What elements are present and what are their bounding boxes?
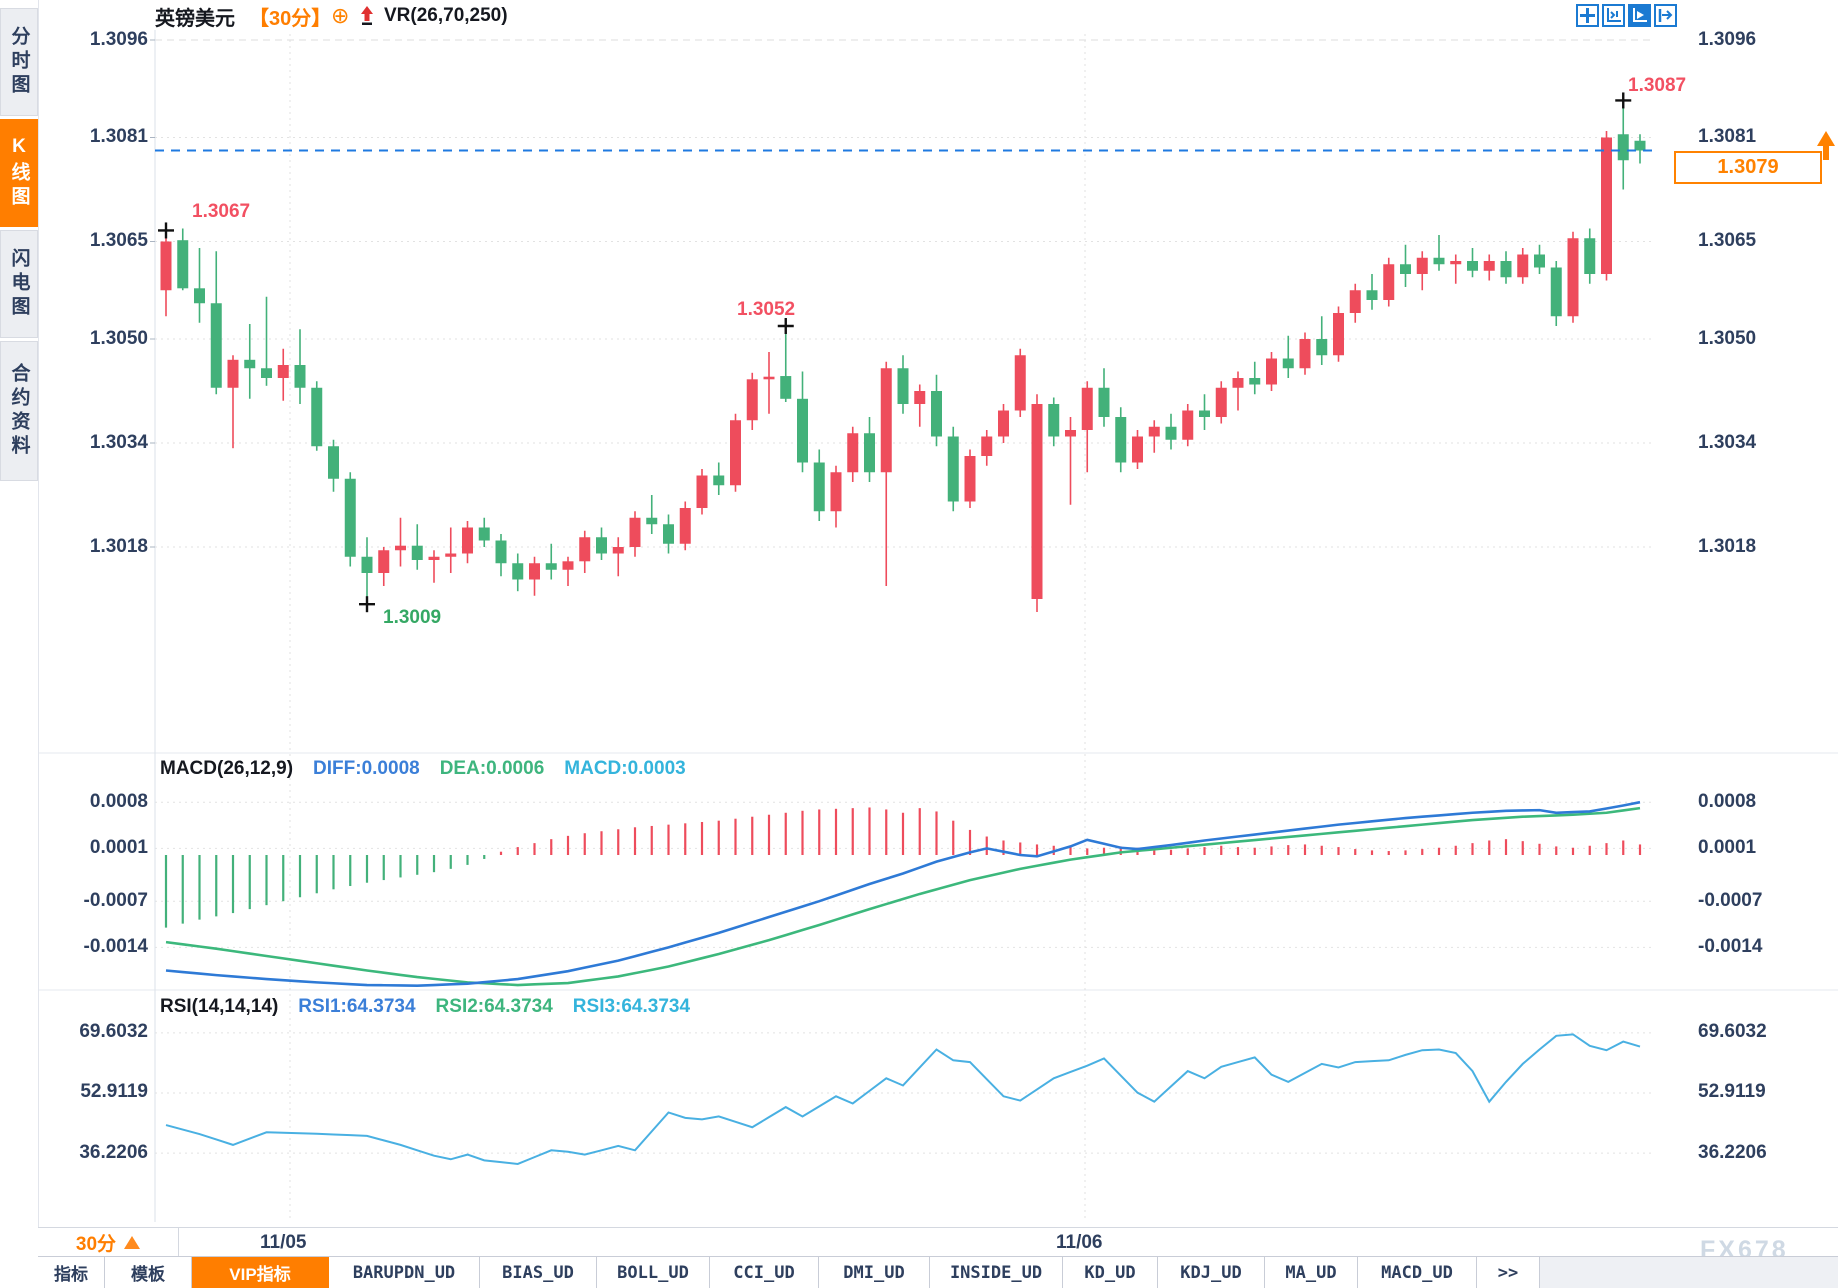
rsi1-value: RSI1:64.3734	[298, 996, 416, 1017]
sidebar-item-label: K线图	[8, 136, 30, 210]
tab-label: BIAS_UD	[502, 1262, 574, 1283]
macd-diff-value: DIFF:0.0008	[313, 758, 420, 779]
tab-label: CCI_UD	[733, 1262, 795, 1283]
tab-label: MA_UD	[1285, 1262, 1337, 1283]
tab-label: KDJ_UD	[1180, 1262, 1242, 1283]
price-tick: 1.3050	[1698, 328, 1757, 349]
tab-macd-ud[interactable]: MACD_UD	[1358, 1257, 1477, 1288]
circle-plus-icon[interactable]: ⊕	[331, 3, 350, 28]
rsi2-value: RSI2:64.3734	[435, 996, 553, 1017]
tab-label: >>	[1497, 1262, 1519, 1283]
tab-label: BARUPDN_UD	[352, 1262, 456, 1283]
price-tick: 1.3096	[89, 29, 148, 50]
macd-macd-value: MACD:0.0003	[564, 758, 686, 779]
tab-inside-ud[interactable]: INSIDE_UD	[930, 1257, 1063, 1288]
rsi-tick: 36.2206	[1698, 1142, 1767, 1163]
sidebar: 分时图 K线图 闪电图 合约资料	[0, 0, 39, 1288]
price-tick: 1.3018	[1698, 536, 1757, 557]
tab-ma-ud[interactable]: MA_UD	[1265, 1257, 1358, 1288]
x-axis-row: 30分 11/05 11/06	[38, 1227, 1838, 1257]
triangle-up-icon	[124, 1235, 141, 1249]
price-tick: 1.3096	[1698, 29, 1757, 50]
macd-dea-value: DEA:0.0006	[439, 758, 545, 779]
macd-tick: -0.0014	[83, 936, 148, 957]
macd-tick: -0.0014	[1698, 936, 1763, 957]
low-label: 1.3009	[383, 607, 442, 628]
indicator-tabbar: 指标 模板 VIP指标 BARUPDN_UD BIAS_UD BOLL_UD C…	[38, 1256, 1838, 1288]
current-price-box: 1.3079	[1674, 151, 1822, 184]
rsi3-value: RSI3:64.3734	[572, 996, 691, 1017]
rsi-tick: 52.9119	[1698, 1081, 1766, 1102]
tab-indicators[interactable]: 指标	[38, 1257, 105, 1288]
rsi-tick: 69.6032	[1698, 1021, 1767, 1042]
tab-kdj-ud[interactable]: KDJ_UD	[1158, 1257, 1265, 1288]
price-tick: 1.3034	[1698, 432, 1757, 453]
sidebar-item-flash-chart[interactable]: 闪电图	[0, 230, 38, 338]
price-tick: 1.3065	[1698, 230, 1757, 251]
pan-icon[interactable]	[1576, 4, 1599, 27]
price-tick: 1.3050	[89, 328, 148, 349]
period-label: 【30分】	[249, 7, 332, 30]
tab-label: KD_UD	[1084, 1262, 1136, 1283]
macd-tick: 0.0008	[1698, 791, 1757, 812]
sidebar-item-label: 闪电图	[8, 248, 30, 320]
macd-tick: -0.0007	[1698, 890, 1763, 911]
tab-more[interactable]: >>	[1477, 1257, 1540, 1288]
price-tick: 1.3081	[1698, 126, 1757, 147]
auto-play-icon[interactable]	[1628, 4, 1651, 27]
macd-title: MACD(26,12,9)	[160, 758, 294, 779]
red-up-arrow-icon	[359, 3, 375, 29]
date-label: 11/06	[1056, 1232, 1103, 1253]
tab-label: 指标	[54, 1265, 88, 1284]
mid-peak-label: 1.3052	[737, 299, 796, 320]
price-tick: 1.3065	[89, 230, 148, 251]
sidebar-item-kline-chart[interactable]: K线图	[0, 119, 38, 227]
tab-boll-ud[interactable]: BOLL_UD	[597, 1257, 710, 1288]
tab-label: 模板	[131, 1265, 165, 1284]
tab-dmi-ud[interactable]: DMI_UD	[819, 1257, 930, 1288]
date-label: 11/05	[260, 1232, 307, 1253]
sidebar-item-label: 分时图	[8, 26, 30, 98]
jump-latest-icon[interactable]	[1654, 4, 1677, 27]
late-high-label: 1.3087	[1628, 75, 1687, 96]
early-high-label: 1.3067	[192, 201, 251, 222]
tab-kd-ud[interactable]: KD_UD	[1063, 1257, 1158, 1288]
tab-label: DMI_UD	[843, 1262, 905, 1283]
rsi-tick: 36.2206	[79, 1142, 148, 1163]
rsi-tick: 69.6032	[79, 1021, 148, 1042]
sidebar-item-contract-info[interactable]: 合约资料	[0, 341, 38, 481]
macd-tick: -0.0007	[83, 890, 148, 911]
price-tick: 1.3081	[89, 126, 148, 147]
macd-tick: 0.0001	[89, 837, 148, 858]
macd-tick: 0.0008	[89, 791, 148, 812]
period-selector-button[interactable]: 30分	[38, 1228, 179, 1257]
chart-toolbar	[1576, 4, 1677, 27]
sidebar-item-time-chart[interactable]: 分时图	[0, 8, 38, 116]
axis-scale-icon[interactable]	[1602, 4, 1625, 27]
price-tick: 1.3034	[89, 432, 148, 453]
tab-label: VIP指标	[229, 1265, 291, 1284]
symbol-title: 英镑美元	[155, 7, 235, 30]
tab-templates[interactable]: 模板	[105, 1257, 192, 1288]
tab-label: BOLL_UD	[617, 1262, 689, 1283]
tab-bias-ud[interactable]: BIAS_UD	[480, 1257, 597, 1288]
macd-header: MACD(26,12,9) DIFF:0.0008 DEA:0.0006 MAC…	[160, 758, 686, 780]
rsi-header: RSI(14,14,14) RSI1:64.3734 RSI2:64.3734 …	[160, 996, 690, 1018]
sidebar-item-label: 合约资料	[8, 363, 30, 459]
price-tick: 1.3018	[89, 536, 148, 557]
rsi-tick: 52.9119	[80, 1081, 148, 1102]
tab-barupdn-ud[interactable]: BARUPDN_UD	[329, 1257, 480, 1288]
macd-tick: 0.0001	[1698, 837, 1757, 858]
tab-label: MACD_UD	[1381, 1262, 1453, 1283]
rsi-title: RSI(14,14,14)	[160, 996, 279, 1017]
tab-label: INSIDE_UD	[949, 1262, 1043, 1283]
vr-indicator-label: VR(26,70,250)	[384, 5, 508, 26]
tab-vip-indicators[interactable]: VIP指标	[192, 1257, 329, 1288]
tab-cci-ud[interactable]: CCI_UD	[710, 1257, 819, 1288]
period-selector-label: 30分	[75, 1233, 117, 1255]
current-price-value: 1.3079	[1717, 156, 1779, 178]
